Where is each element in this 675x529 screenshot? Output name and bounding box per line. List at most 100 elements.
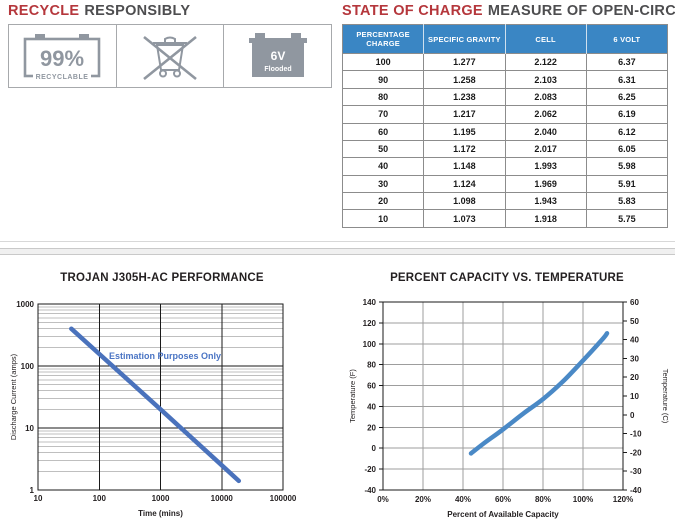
svg-text:0%: 0%: [377, 495, 389, 504]
recycle-badges-box: 99% RECYCLABLE: [8, 24, 332, 88]
svg-text:1000: 1000: [152, 494, 170, 503]
state-of-charge-heading-rest: MEASURE OF OPEN-CIRCUIT VOLTAGE: [487, 3, 675, 19]
table-cell: 5.75: [585, 209, 669, 228]
battery-voltage-text: 6V: [270, 49, 285, 63]
svg-text:40: 40: [367, 402, 376, 411]
table-cell: 1.073: [423, 209, 506, 228]
discharge-current-line: [69, 326, 242, 484]
plot-frame: [37, 303, 284, 491]
table-cell: 60: [341, 122, 425, 141]
table-cell: 30: [341, 174, 425, 194]
svg-text:-40: -40: [630, 486, 642, 495]
svg-text:1000: 1000: [16, 300, 34, 309]
table-row: 50 1.172 2.017 6.05: [341, 139, 669, 159]
svg-text:-20: -20: [364, 465, 376, 474]
column-header: SPECIFIC GRAVITY: [423, 24, 505, 54]
svg-text:20: 20: [367, 423, 376, 432]
table-cell: 1.217: [423, 105, 506, 124]
table-cell: 2.103: [504, 70, 587, 89]
section-divider-band: [0, 248, 675, 255]
state-of-charge-heading-accent: STATE OF CHARGE: [342, 3, 483, 19]
svg-text:40%: 40%: [455, 495, 471, 504]
table-row: 80 1.238 2.083 6.25: [341, 87, 669, 107]
table-cell: 1.148: [423, 157, 506, 176]
svg-text:10000: 10000: [211, 494, 234, 503]
table-cell: 2.122: [504, 52, 587, 72]
svg-text:80: 80: [367, 361, 376, 370]
svg-text:80%: 80%: [535, 495, 551, 504]
battery-99-recyclable-icon: 99% RECYCLABLE: [24, 34, 101, 81]
table-cell: 5.91: [585, 174, 669, 194]
axis-ticks: [379, 301, 627, 491]
svg-text:-20: -20: [630, 448, 642, 457]
table-cell: 1.172: [423, 139, 506, 159]
table-cell: 50: [341, 139, 425, 159]
table-cell: 80: [341, 87, 425, 107]
recycle-heading-accent: RECYCLE: [8, 3, 80, 19]
svg-text:20: 20: [630, 373, 639, 382]
svg-text:10: 10: [630, 392, 639, 401]
svg-text:120%: 120%: [613, 495, 633, 504]
svg-text:100%: 100%: [573, 495, 593, 504]
table-cell: 2.062: [504, 105, 587, 124]
table-cell: 6.19: [585, 105, 669, 124]
table-cell: 20: [341, 191, 425, 211]
left-y-axis-title: Temperature (F): [348, 369, 357, 423]
capacity-temperature-curve: [468, 331, 610, 456]
recyclable-badge: 99% RECYCLABLE: [9, 25, 117, 87]
x-tick-labels: 0% 20% 40% 60% 80% 100% 120%: [377, 495, 633, 504]
x-axis-title: Time (mins): [138, 509, 183, 518]
table-cell: 1.943: [504, 191, 587, 211]
y-tick-labels: 1 10 100 1000: [16, 300, 34, 495]
svg-text:20%: 20%: [415, 495, 431, 504]
table-cell: 1.918: [504, 209, 587, 228]
table-row: 30 1.124 1.969 5.91: [341, 174, 669, 194]
table-row: 20 1.098 1.943 5.83: [341, 191, 669, 211]
svg-text:120: 120: [363, 319, 377, 328]
table-cell: 1.195: [423, 122, 506, 141]
table-cell: 5.98: [585, 157, 669, 176]
svg-text:0: 0: [630, 411, 635, 420]
recycle-heading: RECYCLE RESPONSIBLY: [8, 3, 190, 19]
table-cell: 70: [341, 105, 425, 124]
svg-text:10: 10: [25, 424, 34, 433]
table-cell: 2.083: [504, 87, 587, 107]
svg-text:10: 10: [34, 494, 43, 503]
table-cell: 5.83: [585, 191, 669, 211]
no-trash-badge: [117, 25, 225, 87]
table-row: 90 1.258 2.103 6.31: [341, 70, 669, 89]
table-row: 60 1.195 2.040 6.12: [341, 122, 669, 141]
right-y-axis-title: Temperature (C): [661, 369, 670, 424]
svg-text:100: 100: [363, 340, 377, 349]
table-cell: 100: [341, 52, 425, 72]
svg-text:50: 50: [630, 317, 639, 326]
column-header: CELL: [504, 24, 587, 54]
table-cell: 1.124: [423, 174, 506, 194]
svg-text:1: 1: [30, 486, 35, 495]
svg-text:60%: 60%: [495, 495, 511, 504]
table-cell: 10: [341, 209, 425, 228]
svg-text:100000: 100000: [270, 494, 297, 503]
battery-type-text: Flooded: [264, 66, 291, 73]
left-tick-labels: -40 -20 0 20 40 60 80 100 120 140: [363, 298, 377, 495]
state-of-charge-table: PERCENTAGE CHARGE SPECIFIC GRAVITY CELL 6 V…: [341, 24, 669, 228]
table-row: 70 1.217 2.062 6.19: [341, 105, 669, 124]
crossed-out-bin-icon: [143, 35, 197, 81]
table-row: 10 1.073 1.918 5.75: [341, 209, 669, 228]
flooded-battery-icon: 6V Flooded: [248, 33, 307, 77]
x-tick-labels: 10 100 1000 10000 100000: [34, 494, 297, 503]
svg-text:40: 40: [630, 336, 639, 345]
section-divider-line: [0, 241, 675, 242]
svg-text:140: 140: [363, 298, 377, 307]
recyclable-label-text: RECYCLABLE: [36, 74, 89, 81]
recyclable-percent-text: 99%: [40, 46, 84, 71]
svg-text:-30: -30: [630, 467, 642, 476]
table-cell: 6.05: [585, 139, 669, 159]
capacity-chart-title: PERCENT CAPACITY VS. TEMPERATURE: [390, 272, 624, 284]
svg-text:60: 60: [630, 298, 639, 307]
x-axis-title: Percent of Available Capacity: [447, 510, 559, 519]
table-cell: 90: [341, 70, 425, 89]
